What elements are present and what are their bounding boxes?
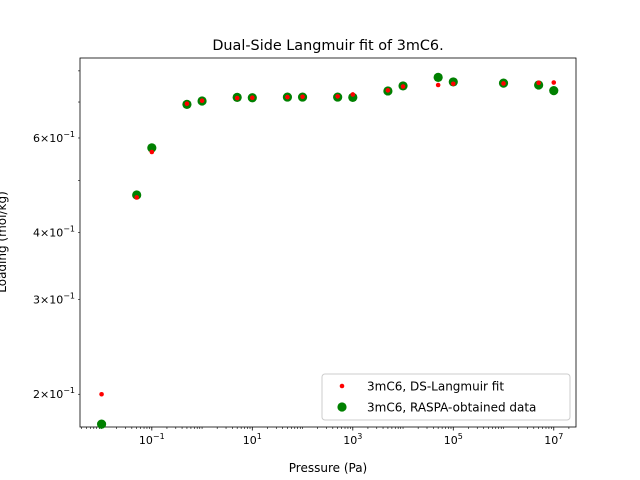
data-point-raspa (147, 143, 157, 153)
plot-area: 10−1 101 103 105 107 2×10−1 3×10−1 4×10−1 6×10−1 (33, 57, 577, 447)
data-point-raspa (348, 92, 358, 103)
chart-title: Dual-Side Langmuir fit of 3mC6. (212, 38, 443, 54)
y-tick-label: 2×10−1 (33, 386, 75, 401)
data-point-fit (400, 84, 406, 89)
data-point-fit (99, 391, 104, 397)
legend-marker (339, 383, 345, 389)
legend: 3mC6, DS-Langmuir fit 3mC6, RASPA-obtaine… (321, 373, 571, 421)
axes-frame (79, 57, 577, 428)
data-point-fit (536, 80, 541, 86)
y-tick-label: 6×10−1 (33, 130, 75, 145)
data-point-fit (450, 81, 456, 87)
data-point-raspa (549, 86, 559, 96)
data-point-fit (199, 98, 205, 103)
data-point-fit (250, 95, 255, 101)
y-tick-label: 4×10−1 (33, 225, 75, 240)
data-point-raspa (96, 419, 107, 429)
y-tick-label: 3×10−1 (33, 292, 75, 307)
legend-frame (321, 373, 571, 421)
data-point-fit (435, 82, 441, 88)
data-point-fit (385, 88, 391, 93)
data-point-raspa (433, 72, 443, 82)
data-point-fit (234, 95, 240, 101)
data-point-fit (134, 195, 139, 200)
data-point-fit (300, 94, 305, 100)
x-tick-label: 103 (343, 432, 362, 447)
data-point-fit (350, 92, 356, 97)
x-tick-label: 10−1 (139, 432, 165, 447)
x-tick-label: 107 (544, 432, 563, 447)
legend-marker (337, 402, 347, 412)
x-tick-label: 101 (243, 432, 262, 447)
data-point-raspa (132, 190, 142, 200)
legend-entry-label: 3mC6, RASPA-obtained data (367, 401, 536, 415)
y-axis-label: Loading (mol/kg) (0, 191, 9, 293)
data-point-fit (149, 149, 155, 155)
data-point-fit (551, 80, 557, 85)
x-tick-label: 105 (444, 432, 463, 447)
data-point-fit (501, 81, 506, 86)
data-point-fit (184, 101, 190, 106)
data-point-fit (285, 94, 290, 100)
x-axis-label: Pressure (Pa) (289, 461, 367, 475)
legend-entry-label: 3mC6, DS-Langmuir fit (367, 380, 504, 394)
data-point-fit (335, 94, 340, 99)
